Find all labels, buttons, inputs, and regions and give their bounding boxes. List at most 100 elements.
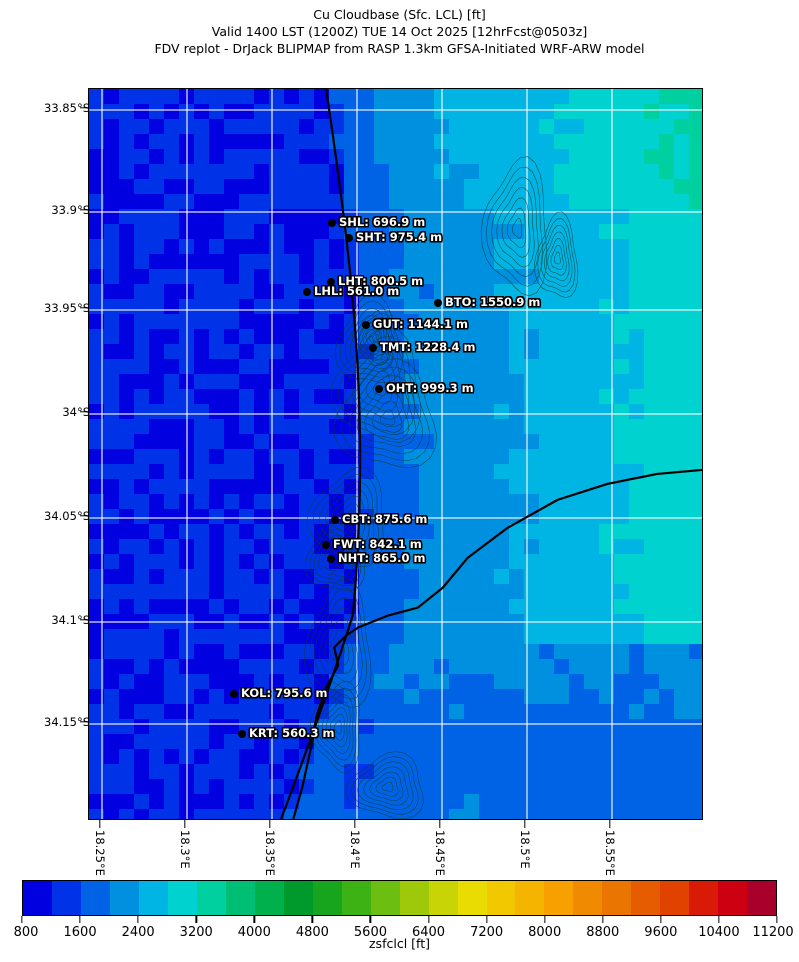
heatmap-cell: [539, 119, 555, 135]
heatmap-cell: [614, 374, 630, 390]
colorbar[interactable]: [22, 880, 777, 916]
heatmap-cell: [389, 254, 405, 270]
heatmap-cell: [194, 389, 210, 405]
heatmap-cell: [389, 134, 405, 150]
heatmap-cell: [224, 404, 240, 420]
heatmap-cell: [329, 104, 345, 120]
heatmap-cell: [194, 344, 210, 360]
heatmap-cell: [269, 239, 285, 255]
heatmap-cell: [104, 119, 120, 135]
heatmap-cell: [224, 329, 240, 345]
station-dot-icon: [328, 219, 336, 227]
heatmap-cell: [209, 284, 225, 300]
heatmap-cell: [134, 164, 150, 180]
heatmap-cell: [509, 149, 525, 165]
heatmap-cell: [314, 329, 330, 345]
heatmap-cell: [389, 164, 405, 180]
heatmap-cell: [344, 164, 360, 180]
heatmap-cell: [614, 89, 630, 105]
heatmap-cell: [254, 254, 270, 270]
heatmap-cell: [374, 149, 390, 165]
heatmap-cell: [509, 284, 525, 300]
heatmap-cell: [689, 149, 702, 165]
heatmap-cell: [689, 209, 702, 225]
heatmap-cell: [644, 269, 660, 285]
heatmap-cell: [674, 119, 690, 135]
heatmap-cell: [419, 179, 435, 195]
heatmap-cell: [554, 329, 570, 345]
heatmap-cell: [284, 209, 300, 225]
heatmap-cell: [509, 344, 525, 360]
heatmap-cell: [149, 239, 165, 255]
heatmap-cell: [644, 149, 660, 165]
heatmap-cell: [374, 269, 390, 285]
heatmap-cell: [599, 269, 615, 285]
colorbar-tick-mark: [660, 916, 662, 923]
heatmap-cell: [104, 389, 120, 405]
heatmap-cell: [539, 329, 555, 345]
heatmap-cell: [464, 104, 480, 120]
heatmap-cell: [194, 134, 210, 150]
heatmap-cell: [599, 104, 615, 120]
heatmap-cell: [164, 194, 180, 210]
heatmap-cell: [164, 179, 180, 195]
heatmap-cell: [659, 89, 675, 105]
heatmap-cell: [299, 149, 315, 165]
heatmap-cell: [449, 209, 465, 225]
map-plot-area[interactable]: SHL: 696.9 m SHT: 975.4 m LHT: 800.5 m LHL:…: [88, 88, 703, 820]
heatmap-cell: [509, 224, 525, 240]
heatmap-cell: [689, 299, 702, 315]
heatmap-cell: [524, 119, 540, 135]
heatmap-cell: [674, 254, 690, 270]
colorbar-segment: [602, 881, 632, 915]
heatmap-cell: [644, 284, 660, 300]
heatmap-cell: [644, 239, 660, 255]
heatmap-cell: [494, 329, 510, 345]
heatmap-cell: [359, 269, 375, 285]
heatmap-cell: [284, 374, 300, 390]
heatmap-cell: [314, 209, 330, 225]
heatmap-cell: [449, 179, 465, 195]
heatmap-cell: [359, 239, 375, 255]
heatmap-cell: [539, 254, 555, 270]
heatmap-cell: [209, 269, 225, 285]
heatmap-cell: [119, 194, 135, 210]
heatmap-cell: [119, 209, 135, 225]
heatmap-cell: [569, 299, 585, 315]
heatmap-cell: [269, 89, 285, 105]
station-label: FWT: 842.1 m: [333, 537, 422, 551]
heatmap-cell: [569, 344, 585, 360]
heatmap-cell: [104, 239, 120, 255]
heatmap-cell: [524, 104, 540, 120]
heatmap-cell: [629, 164, 645, 180]
heatmap-cell: [134, 254, 150, 270]
heatmap-cell: [284, 284, 300, 300]
heatmap-cell: [629, 179, 645, 195]
heatmap-cell: [674, 209, 690, 225]
heatmap-cell: [269, 164, 285, 180]
heatmap-cell: [644, 89, 660, 105]
colorbar-segment: [573, 881, 603, 915]
heatmap-cell: [674, 314, 690, 330]
colorbar-segment: [428, 881, 458, 915]
heatmap-cell: [554, 314, 570, 330]
heatmap-cell: [89, 89, 105, 105]
heatmap-cell: [674, 89, 690, 105]
heatmap-cell: [584, 179, 600, 195]
heatmap-cell: [119, 269, 135, 285]
heatmap-cell: [419, 284, 435, 300]
heatmap-cell: [524, 179, 540, 195]
heatmap-cell: [659, 119, 675, 135]
heatmap-cell: [479, 284, 495, 300]
heatmap-cell: [569, 269, 585, 285]
heatmap-cell: [584, 344, 600, 360]
heatmap-cell: [359, 284, 375, 300]
heatmap-cell: [89, 194, 105, 210]
heatmap-cell: [599, 284, 615, 300]
heatmap-cell: [254, 389, 270, 405]
heatmap-cell: [614, 119, 630, 135]
heatmap-cell: [164, 119, 180, 135]
heatmap-cell: [119, 329, 135, 345]
heatmap-cell: [659, 329, 675, 345]
heatmap-cell: [659, 254, 675, 270]
